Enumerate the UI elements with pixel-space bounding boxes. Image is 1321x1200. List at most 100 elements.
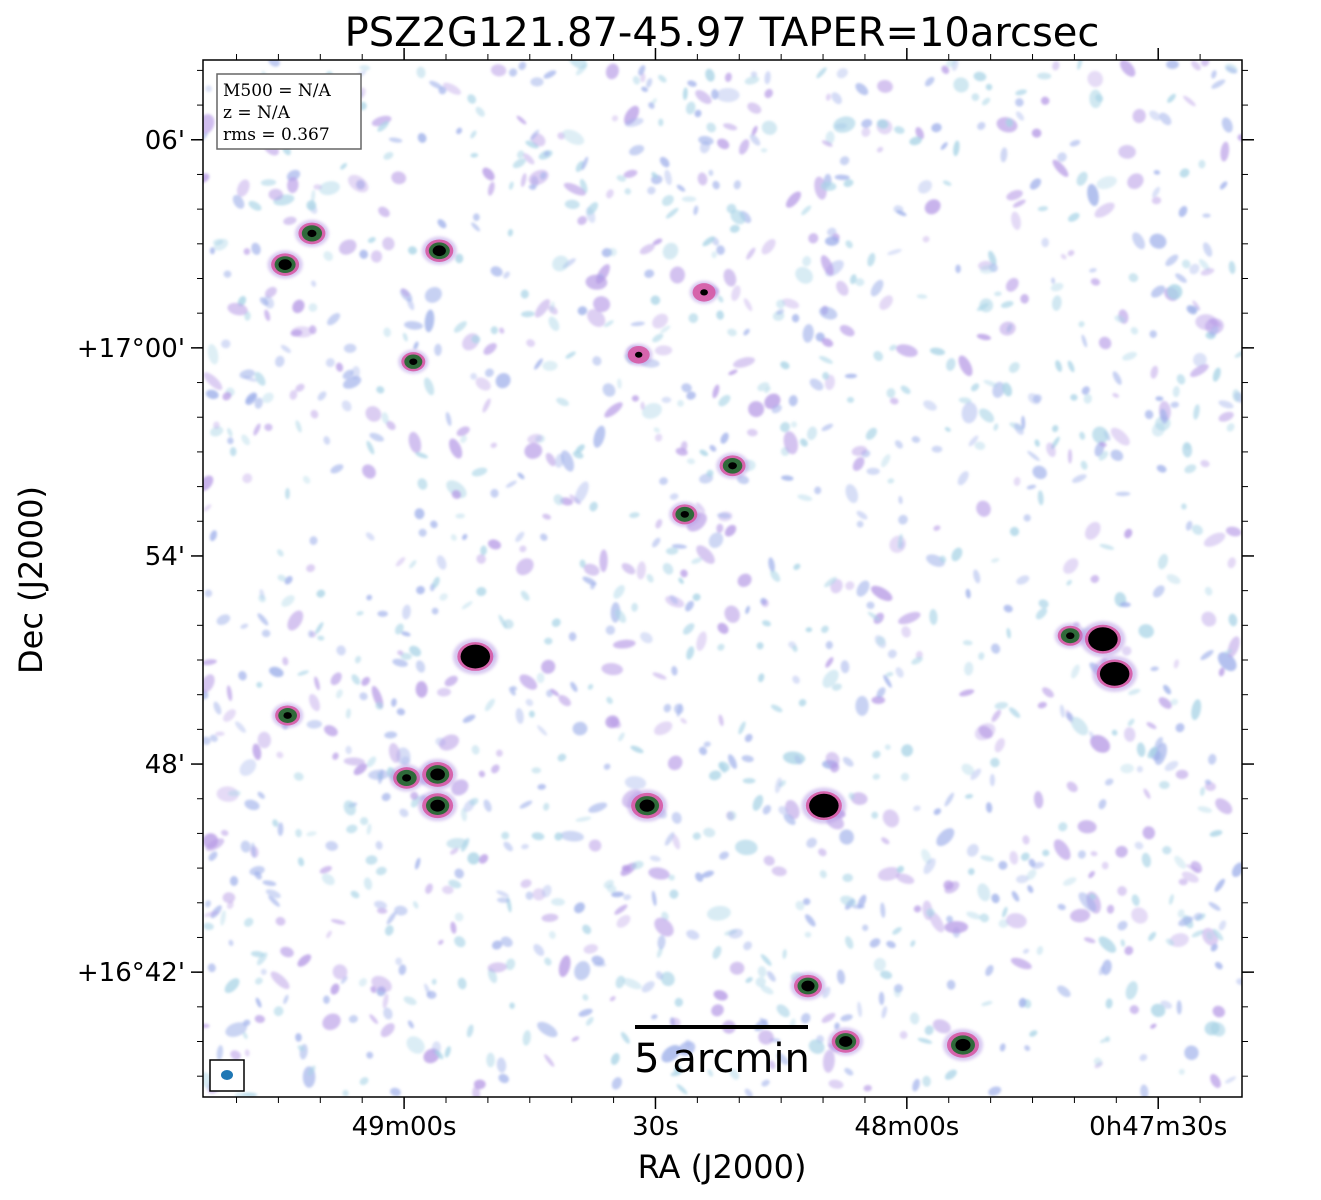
noise-speckle bbox=[857, 894, 867, 909]
noise-speckle bbox=[248, 200, 262, 211]
noise-speckle bbox=[653, 427, 660, 433]
noise-speckle bbox=[215, 731, 225, 737]
noise-speckle bbox=[792, 645, 798, 652]
noise-speckle bbox=[222, 392, 232, 401]
noise-speckle bbox=[761, 120, 778, 135]
noise-speckle bbox=[460, 435, 467, 444]
noise-speckle bbox=[724, 605, 740, 623]
noise-speckle bbox=[762, 620, 771, 627]
noise-speckle bbox=[1224, 649, 1233, 655]
noise-speckle bbox=[377, 121, 389, 132]
noise-speckle bbox=[1002, 382, 1013, 397]
noise-speckle bbox=[1227, 557, 1236, 569]
noise-speckle bbox=[819, 306, 838, 320]
noise-speckle bbox=[228, 939, 234, 947]
noise-speckle bbox=[363, 877, 373, 891]
noise-speckle bbox=[209, 734, 218, 742]
noise-speckle bbox=[758, 673, 765, 683]
noise-speckle bbox=[1057, 985, 1071, 998]
noise-speckle bbox=[654, 721, 673, 736]
noise-speckle bbox=[768, 557, 775, 573]
noise-speckle bbox=[424, 377, 435, 396]
noise-speckle bbox=[933, 525, 941, 531]
noise-speckle bbox=[1070, 394, 1078, 401]
noise-speckle bbox=[451, 489, 462, 500]
noise-speckle bbox=[1115, 491, 1131, 497]
noise-speckle bbox=[453, 321, 467, 333]
info-box-frame bbox=[216, 73, 362, 150]
noise-speckle bbox=[367, 237, 376, 243]
noise-speckle bbox=[429, 80, 443, 89]
noise-speckle bbox=[821, 140, 833, 147]
noise-speckle bbox=[370, 250, 383, 263]
noise-speckle bbox=[1060, 253, 1067, 260]
noise-speckle bbox=[571, 1036, 580, 1042]
noise-speckle bbox=[400, 288, 410, 297]
noise-speckle bbox=[1218, 667, 1225, 677]
noise-speckle bbox=[917, 180, 933, 194]
noise-speckle bbox=[1210, 943, 1218, 952]
noise-speckle bbox=[894, 126, 905, 134]
noise-speckle bbox=[989, 773, 995, 787]
noise-speckle bbox=[729, 224, 740, 233]
radio-source bbox=[272, 702, 304, 728]
noise-speckle bbox=[1195, 314, 1218, 331]
noise-speckle bbox=[261, 629, 271, 638]
noise-speckle bbox=[681, 196, 697, 202]
noise-speckle bbox=[802, 256, 812, 267]
noise-speckle bbox=[686, 391, 696, 400]
noise-speckle bbox=[893, 988, 901, 998]
noise-speckle bbox=[225, 1022, 248, 1037]
noise-speckle bbox=[649, 855, 661, 862]
noise-speckle bbox=[336, 689, 343, 699]
radio-source bbox=[669, 501, 701, 527]
noise-speckle bbox=[1000, 301, 1014, 308]
noise-speckle bbox=[575, 816, 592, 822]
noise-speckle bbox=[718, 394, 731, 407]
noise-speckle bbox=[764, 386, 771, 394]
noise-speckle bbox=[450, 534, 457, 541]
noise-speckle bbox=[1033, 791, 1044, 809]
noise-speckle bbox=[1034, 439, 1040, 447]
noise-speckle bbox=[698, 135, 714, 146]
noise-speckle bbox=[792, 675, 800, 684]
noise-speckle bbox=[757, 966, 767, 978]
noise-speckle bbox=[1037, 701, 1047, 709]
noise-speckle bbox=[716, 245, 725, 255]
noise-speckle bbox=[1012, 199, 1026, 208]
noise-speckle bbox=[545, 452, 556, 467]
noise-speckle bbox=[1178, 916, 1194, 927]
noise-speckle bbox=[855, 278, 865, 287]
noise-speckle bbox=[255, 977, 263, 985]
noise-speckle bbox=[978, 725, 993, 739]
noise-speckle bbox=[955, 264, 961, 274]
noise-speckle bbox=[310, 409, 319, 419]
noise-speckle bbox=[287, 177, 299, 194]
noise-speckle bbox=[1218, 411, 1234, 422]
noise-speckle bbox=[527, 433, 543, 444]
noise-speckle bbox=[551, 618, 561, 628]
noise-speckle bbox=[282, 656, 289, 666]
noise-speckle bbox=[408, 246, 417, 255]
noise-speckle bbox=[434, 343, 442, 356]
noise-speckle bbox=[814, 176, 827, 200]
noise-speckle bbox=[1040, 96, 1050, 105]
noise-speckle bbox=[582, 576, 597, 586]
noise-speckle bbox=[1051, 295, 1062, 311]
noise-speckle bbox=[654, 433, 663, 442]
noise-speckle bbox=[825, 236, 840, 246]
noise-speckle bbox=[409, 560, 417, 569]
noise-speckle bbox=[577, 216, 587, 225]
noise-speckle bbox=[293, 772, 304, 781]
noise-speckle bbox=[386, 911, 397, 925]
noise-speckle bbox=[382, 993, 389, 1009]
noise-speckle bbox=[509, 686, 516, 696]
noise-speckle bbox=[525, 891, 534, 900]
noise-speckle bbox=[879, 295, 893, 310]
noise-speckle bbox=[985, 802, 993, 813]
noise-speckle bbox=[1024, 1045, 1031, 1051]
source-peak bbox=[1088, 627, 1118, 652]
noise-speckle bbox=[258, 594, 266, 603]
noise-speckle bbox=[609, 996, 616, 1002]
noise-speckle bbox=[1089, 893, 1097, 900]
